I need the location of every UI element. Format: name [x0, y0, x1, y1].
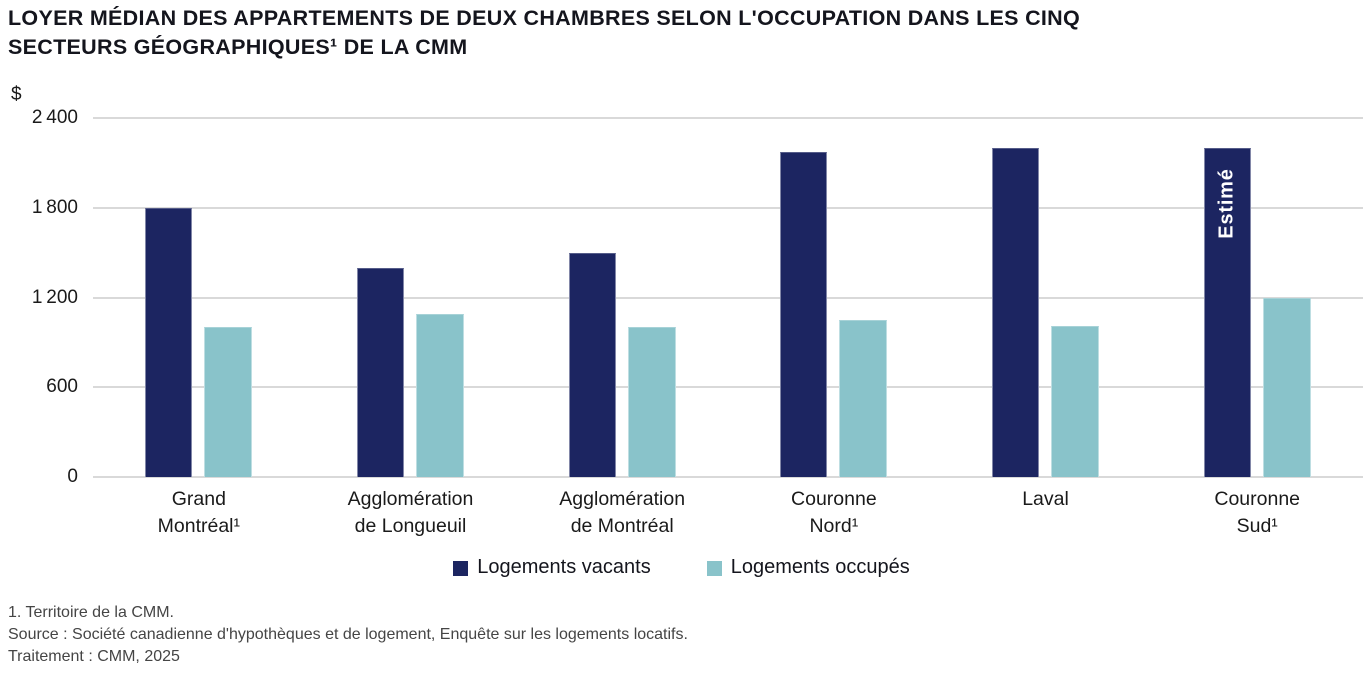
bar-group — [93, 118, 305, 477]
x-axis-category-label: Laval — [1022, 488, 1069, 510]
bar — [416, 313, 464, 477]
legend-swatch — [453, 561, 469, 576]
legend-item: Logements occupés — [706, 556, 910, 579]
x-axis-category-label: Agglomération de Montréal — [559, 488, 686, 537]
y-axis-tick-label: 1 800 — [31, 196, 78, 218]
x-axis-labels: Grand Montréal¹ Agglomération de Longueui… — [93, 486, 1363, 540]
bar-groups: Estimé — [93, 118, 1363, 477]
bar-group — [728, 118, 940, 477]
bar-group: Estimé — [1151, 118, 1363, 477]
bar — [1262, 297, 1311, 477]
legend-label: Logements vacants — [477, 556, 651, 578]
bar — [357, 267, 404, 477]
bar-annotation-text: Estimé — [1215, 168, 1238, 240]
y-axis-tick-label: 0 — [67, 466, 78, 487]
y-axis-tick-label: 600 — [46, 376, 78, 398]
bar — [145, 207, 193, 477]
legend-label: Logements occupés — [730, 556, 910, 578]
bar — [204, 327, 253, 477]
gridline — [93, 206, 1363, 209]
treatment-text: Traitement : CMM, 2025 — [8, 648, 180, 666]
bar — [568, 252, 616, 477]
bar — [627, 327, 676, 477]
gridline — [93, 386, 1363, 389]
legend-item: Logements vacants — [453, 556, 651, 579]
y-axis-tick-label: 2 400 — [31, 107, 78, 128]
bar-group — [516, 118, 728, 477]
bar-group — [305, 118, 517, 477]
legend: Logements vacants Logements occupés — [0, 556, 1363, 579]
footnote-text: 1. Territoire de la CMM. — [8, 604, 174, 621]
bar-annotation: Estimé — [1205, 159, 1250, 249]
chart-title: LOYER MÉDIAN DES APPARTEMENTS DE DEUX CH… — [8, 6, 1081, 60]
bar — [992, 147, 1040, 477]
legend-swatch — [706, 561, 722, 576]
gridline — [93, 296, 1363, 299]
y-axis-tick-label: 1 200 — [31, 286, 78, 308]
bar — [780, 151, 828, 477]
x-axis-category-label: Couronne Nord¹ — [791, 488, 877, 537]
y-axis-unit-label: $ — [11, 84, 22, 105]
bar — [839, 319, 888, 477]
source-text: Source : Société canadienne d'hypothèque… — [8, 626, 688, 644]
bar: Estimé — [1203, 147, 1251, 477]
plot-area: Estimé — [93, 117, 1363, 478]
bar — [1051, 325, 1100, 477]
gridline — [93, 117, 1363, 119]
footer: 1. Territoire de la CMM. Source : Sociét… — [8, 602, 688, 668]
x-axis-category-label: Grand Montréal¹ — [157, 488, 241, 537]
x-axis-category-label: Couronne Sud¹ — [1214, 488, 1301, 537]
gridline — [93, 476, 1363, 478]
bar-group — [940, 118, 1152, 477]
x-axis-category-label: Agglomération de Longueuil — [347, 488, 474, 537]
